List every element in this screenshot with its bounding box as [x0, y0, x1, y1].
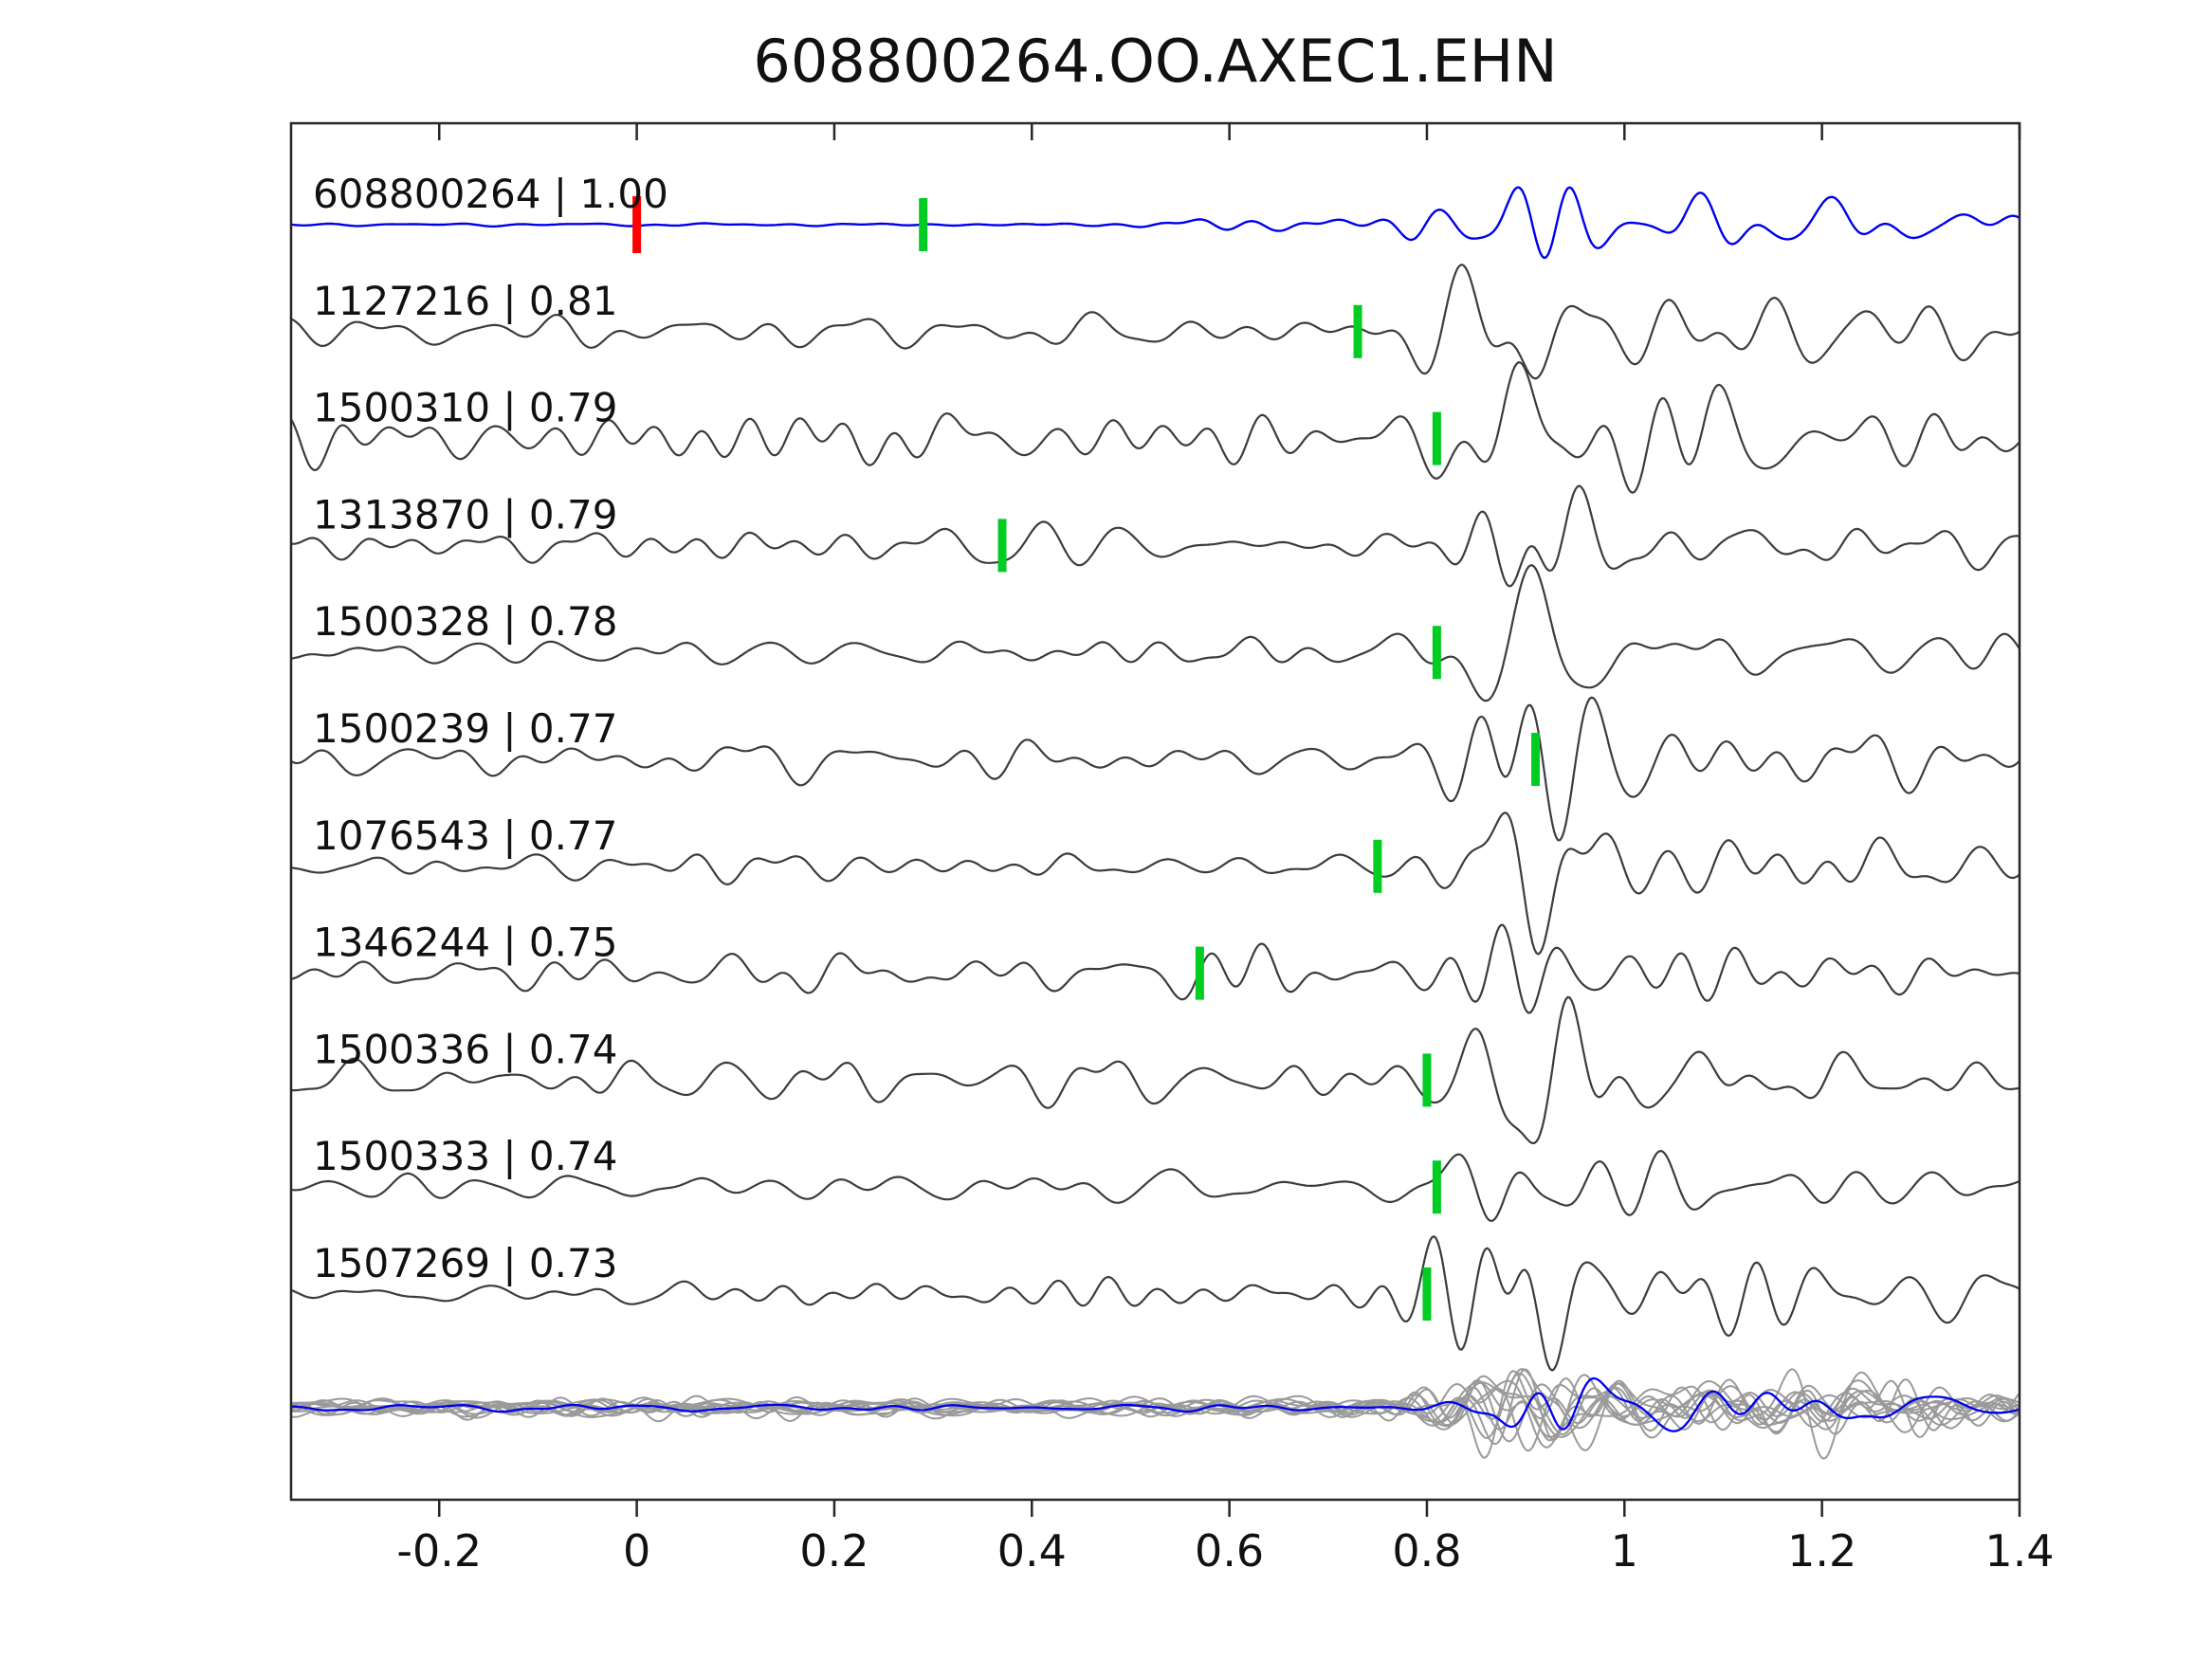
trace-label: 1500239 | 0.77 [313, 705, 617, 752]
match-trace [291, 484, 2020, 588]
x-tick-label: 0.2 [799, 1525, 868, 1577]
stack-trace [291, 1370, 2020, 1459]
match-trace [291, 995, 2020, 1145]
traces-group [291, 186, 2020, 1460]
pick-marker [919, 198, 928, 251]
trace-label: 1500333 | 0.74 [313, 1133, 617, 1179]
x-tick-label: 0 [623, 1525, 650, 1577]
x-tick-label: 1.2 [1787, 1525, 1856, 1577]
match-trace [291, 264, 2020, 380]
pick-marker [1422, 1267, 1432, 1321]
figure-title: 608800264.OO.AXEC1.EHN [753, 27, 1558, 96]
pick-marker [1432, 1160, 1441, 1214]
x-tick-label: 0.6 [1195, 1525, 1264, 1577]
x-tick-label: 1.4 [1984, 1525, 2054, 1577]
match-trace [291, 811, 2020, 956]
pick-marker [1531, 733, 1541, 786]
trace-label: 1507269 | 0.73 [313, 1240, 617, 1286]
pick-marker [1422, 1053, 1432, 1107]
x-tick-label: -0.2 [396, 1525, 482, 1577]
template-trace [291, 186, 2020, 260]
trace-label: 1313870 | 0.79 [313, 491, 617, 538]
trace-label: 1500336 | 0.74 [313, 1026, 617, 1072]
pick-marker [1432, 626, 1441, 680]
template-origin-marker [632, 196, 642, 253]
match-trace [291, 923, 2020, 1014]
trace-label: 1346244 | 0.75 [313, 920, 617, 966]
match-trace [291, 361, 2020, 494]
stack-trace [291, 1372, 2020, 1439]
pick-marker [1353, 304, 1362, 358]
pick-marker [997, 519, 1007, 573]
match-trace [291, 1235, 2020, 1372]
trace-label: 1127216 | 0.81 [313, 278, 617, 324]
x-tick-label: 1 [1611, 1525, 1638, 1577]
trace-label: 1076543 | 0.77 [313, 812, 617, 859]
pick-marker [1432, 411, 1441, 465]
match-trace [291, 1149, 2020, 1223]
stack-trace [291, 1376, 2020, 1431]
stack-trace [291, 1368, 2020, 1446]
x-tick-label: 0.8 [1392, 1525, 1461, 1577]
trace-label: 1500328 | 0.78 [313, 598, 617, 645]
trace-label: 608800264 | 1.00 [313, 171, 668, 217]
match-trace [291, 696, 2020, 842]
stack-template-trace [291, 1376, 2020, 1432]
plot-border [289, 121, 2021, 1502]
pick-marker [1195, 946, 1204, 1000]
pick-marker [1373, 839, 1382, 893]
trace-label: 1500310 | 0.79 [313, 385, 617, 431]
match-trace [291, 564, 2020, 702]
x-tick-label: 0.4 [997, 1525, 1067, 1577]
